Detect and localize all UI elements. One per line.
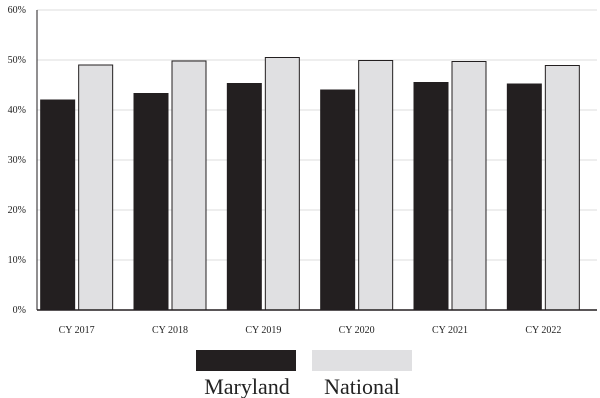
y-tick-label: 20%: [8, 205, 26, 216]
bar-maryland-3: [320, 89, 356, 311]
legend: Maryland National: [196, 350, 412, 398]
y-tick-label: 40%: [8, 105, 26, 116]
legend-label-national: National: [324, 374, 400, 398]
bar-maryland-5: [506, 83, 542, 311]
bar-national-4: [451, 61, 487, 311]
gridlines: [37, 9, 597, 261]
bar-national-1: [171, 60, 207, 311]
bar-national-0: [78, 64, 114, 311]
legend-swatch-national: [312, 350, 412, 371]
y-tick-label: 10%: [8, 255, 26, 266]
bar-maryland-2: [226, 83, 262, 311]
bar-national-5: [544, 65, 580, 311]
x-tick-label: CY 2017: [59, 325, 95, 336]
x-tick-label: CY 2020: [339, 325, 375, 336]
x-tick-label: CY 2019: [245, 325, 281, 336]
legend-swatch-maryland: [196, 350, 296, 371]
legend-label-maryland: Maryland: [204, 374, 290, 398]
bars: [40, 57, 580, 311]
bar-maryland-0: [40, 99, 76, 311]
bar-national-3: [358, 60, 394, 311]
bar-national-2: [264, 57, 300, 311]
y-axis-ticks: 0% 10% 20% 30% 40% 50% 60%: [8, 5, 26, 316]
x-axis-labels: CY 2017 CY 2018 CY 2019 CY 2020 CY 2021 CY 20…: [59, 325, 562, 336]
y-tick-label: 30%: [8, 155, 26, 166]
y-tick-label: 0%: [13, 305, 26, 316]
bar-maryland-4: [413, 82, 449, 311]
y-tick-label: 50%: [8, 55, 26, 66]
y-tick-label: 60%: [8, 5, 26, 16]
bar-maryland-1: [133, 93, 169, 311]
x-tick-label: CY 2021: [432, 325, 468, 336]
x-tick-label: CY 2022: [525, 325, 561, 336]
x-tick-label: CY 2018: [152, 325, 188, 336]
